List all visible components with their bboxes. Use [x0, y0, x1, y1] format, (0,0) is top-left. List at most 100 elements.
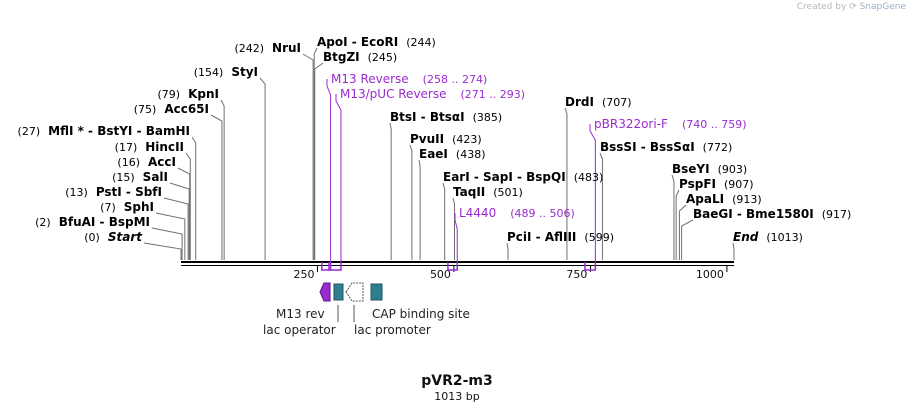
primer-binding-l4440[interactable] [447, 262, 458, 271]
enzyme-name-kpni[interactable]: KpnI [188, 87, 219, 101]
enzyme-position-btgzi: (245) [368, 51, 398, 64]
connector-btsi-bts-i [389, 122, 392, 260]
primer-range-pbr322ori-f: (740 .. 759) [682, 118, 747, 131]
enzyme-name-psti-sbfi[interactable]: PstI - SbfI [96, 185, 162, 199]
enzyme-name-sali[interactable]: SalI [143, 170, 168, 184]
credit-prefix: Created by [796, 2, 847, 12]
enzyme-position-start: (0) [84, 231, 100, 244]
enzyme-name-bseyi[interactable]: BseYI [672, 162, 710, 176]
primer-lead-pbr322ori-f [589, 124, 596, 268]
plasmid-length: 1013 bp [434, 390, 479, 403]
enzyme-name-start[interactable]: Start [108, 230, 143, 244]
enzyme-name-acc65i[interactable]: Acc65I [164, 102, 209, 116]
primer-name-m13-reverse[interactable]: M13 Reverse [331, 72, 409, 86]
enzyme-name-hincii[interactable]: HincII [145, 140, 184, 154]
enzyme-labels: Start (0) BfuAI - BspMI (2) SphI (7) PstI - Sb… [18, 35, 852, 244]
enzyme-name-apoi-ecori[interactable]: ApoI - EcoRI [317, 35, 398, 49]
primer-binding-m13-reverse[interactable] [321, 262, 332, 271]
connector-eari-sapi-bspqi [442, 182, 446, 260]
connector-acc65i [210, 114, 223, 260]
enzyme-position-acc65i: (75) [134, 103, 157, 116]
enzyme-position-baegi-bme1580i: (917) [822, 208, 852, 221]
enzyme-name-mfli-bstyi-bamhi[interactable]: MflI * - BstYI - BamHI [48, 124, 190, 138]
enzyme-position-hincii: (17) [115, 141, 138, 154]
feature-label-lac-operator: lac operator [263, 323, 336, 337]
connector-taqii [452, 197, 455, 260]
connector-apoi-ecori [313, 47, 318, 260]
connector-end [732, 242, 735, 260]
enzyme-name-baegi-bme1580i[interactable]: BaeGI - Bme1580I [693, 207, 814, 221]
enzyme-name-end[interactable]: End [733, 230, 759, 244]
connector-pcii-afliii [506, 242, 509, 260]
connector-acci [177, 167, 191, 260]
connector-drdi [564, 107, 568, 260]
enzyme-name-pspfi[interactable]: PspFI [679, 177, 716, 191]
feature-cap-binding-site-box[interactable] [370, 283, 383, 301]
ruler-tick-label-500: 500 [430, 268, 451, 281]
enzyme-position-styi: (154) [194, 66, 224, 79]
ruler-tick-label-250: 250 [293, 268, 314, 281]
enzyme-position-pspfi: (907) [724, 178, 754, 191]
enzyme-position-mfli-bstyi-bamhi: (27) [18, 125, 41, 138]
enzyme-name-btsi-bts-i[interactable]: BtsI - BtsαI [390, 110, 465, 124]
enzyme-position-taqii: (501) [493, 186, 523, 199]
enzyme-name-nrui[interactable]: NruI [272, 41, 301, 55]
enzyme-position-sphi: (7) [100, 201, 116, 214]
enzyme-name-btgzi[interactable]: BtgZI [323, 50, 360, 64]
enzyme-name-acci[interactable]: AccI [148, 155, 176, 169]
enzyme-name-apali[interactable]: ApaLI [686, 192, 724, 206]
feature-label-lac-promoter: lac promoter [354, 323, 431, 337]
connector-start [143, 242, 182, 260]
enzyme-position-drdi: (707) [602, 96, 632, 109]
connector-mfli-bstyi-bamhi [191, 136, 197, 260]
enzyme-name-eaei[interactable]: EaeI [419, 147, 448, 161]
plasmid-name: pVR2-m3 [421, 373, 493, 389]
ruler-ticks: 250 500 750 1000 [293, 266, 728, 281]
enzyme-name-bsssi-bsss-i[interactable]: BssSI - BssSαI [600, 140, 695, 154]
feature-track: M13 rev lac operator lac promoter CAP bi… [263, 282, 470, 337]
enzyme-position-psti-sbfi: (13) [65, 186, 88, 199]
connector-bsssi-bsss-i [599, 152, 603, 260]
feature-label-m13-rev: M13 rev [276, 307, 325, 321]
connector-apali [678, 204, 687, 260]
feature-lac-operator-box[interactable] [333, 283, 344, 301]
connector-lines [143, 47, 735, 260]
enzyme-name-bfuai-bspmi[interactable]: BfuAI - BspMI [59, 215, 150, 229]
enzyme-position-bsssi-bsss-i: (772) [703, 141, 733, 154]
enzyme-position-sali: (15) [112, 171, 135, 184]
enzyme-name-sphi[interactable]: SphI [124, 200, 154, 214]
enzyme-name-taqii[interactable]: TaqII [453, 185, 485, 199]
enzyme-name-drdi[interactable]: DrdI [565, 95, 594, 109]
connector-bfuai-bspmi [151, 227, 183, 260]
enzyme-position-bseyi: (903) [718, 163, 748, 176]
primer-lead-m13-puc-reverse [335, 94, 342, 268]
primer-name-m13-puc-reverse[interactable]: M13/pUC Reverse [340, 87, 447, 101]
enzyme-name-pvuii[interactable]: PvuII [410, 132, 444, 146]
primer-name-pbr322ori-f[interactable]: pBR322ori-F [594, 117, 668, 131]
primer-layer: M13 Reverse (258 .. 274)M13/pUC Reverse (2… [321, 72, 747, 271]
enzyme-position-kpni: (79) [158, 88, 181, 101]
primer-name-l4440[interactable]: L4440 [459, 206, 496, 220]
enzyme-name-eari-sapi-bspqi[interactable]: EarI - SapI - BspQI [443, 170, 566, 184]
connector-btgzi [314, 62, 324, 260]
enzyme-name-styi[interactable]: StyI [231, 65, 258, 79]
enzyme-position-nrui: (242) [234, 42, 264, 55]
primer-binding-m13-puc-reverse[interactable] [328, 262, 342, 271]
connector-hincii [185, 152, 191, 260]
connector-sphi [155, 212, 186, 260]
connector-styi [259, 77, 266, 260]
enzyme-position-bfuai-bspmi: (2) [35, 216, 51, 229]
primer-range-m13-puc-reverse: (271 .. 293) [461, 88, 526, 101]
primer-lead-l4440 [454, 213, 458, 268]
feature-lac-promoter-arrow[interactable] [345, 282, 364, 302]
connector-bseyi [671, 174, 675, 260]
primer-range-l4440: (489 .. 506) [510, 207, 575, 220]
primer-binding-pbr322ori-f[interactable] [584, 262, 597, 271]
enzyme-position-btsi-bts-i: (385) [473, 111, 503, 124]
feature-m13-rev-arrow[interactable] [319, 282, 331, 302]
connector-kpni [220, 99, 225, 260]
enzyme-name-pcii-afliii[interactable]: PciI - AflIII [507, 230, 576, 244]
primer-range-m13-reverse: (258 .. 274) [423, 73, 488, 86]
enzyme-position-apali: (913) [732, 193, 762, 206]
